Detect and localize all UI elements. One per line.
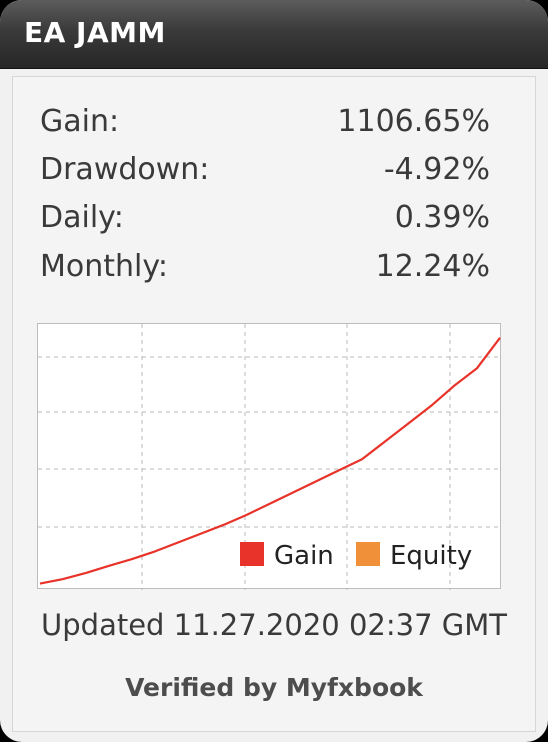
legend-gain-swatch: [240, 542, 264, 566]
monthly-value: 12.24%: [375, 249, 490, 284]
drawdown-label: Drawdown:: [40, 152, 210, 187]
drawdown-value: -4.92%: [383, 152, 490, 187]
gain-label: Gain:: [40, 104, 120, 139]
widget-title: EA JAMM: [24, 16, 166, 49]
chart-legend: Gain Equity: [240, 541, 472, 571]
chart-svg: Gain Equity: [38, 324, 502, 590]
daily-label: Daily:: [40, 200, 124, 235]
daily-value: 0.39%: [394, 200, 490, 235]
widget-header: EA JAMM: [0, 0, 548, 69]
series-line-gain: [39, 337, 501, 585]
chart-series: [39, 337, 501, 585]
legend-equity-label: Equity: [390, 541, 472, 571]
verified-by-myfxbook-link[interactable]: Verified by Myfxbook: [125, 673, 423, 702]
updated-timestamp: Updated 11.27.2020 02:37 GMT: [41, 608, 507, 642]
monthly-label: Monthly:: [40, 249, 169, 284]
legend-equity-swatch: [356, 542, 380, 566]
growth-chart: Gain Equity: [37, 323, 502, 590]
gain-value: 1106.65%: [337, 104, 490, 139]
legend-gain-label: Gain: [274, 541, 334, 571]
